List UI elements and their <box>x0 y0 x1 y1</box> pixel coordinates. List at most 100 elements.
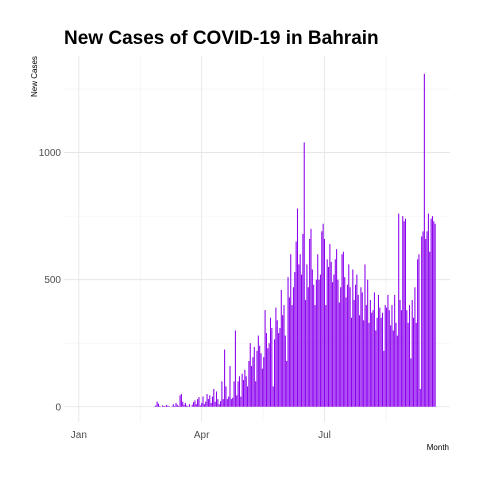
bar <box>217 399 218 407</box>
bar <box>196 404 197 407</box>
bar <box>400 300 401 407</box>
bar <box>171 406 172 407</box>
bar <box>324 239 325 407</box>
bar <box>216 392 217 407</box>
bar <box>424 74 425 407</box>
bar <box>266 333 267 407</box>
bar <box>404 221 405 407</box>
bar <box>261 353 262 406</box>
bar <box>413 318 414 407</box>
bar <box>427 231 428 406</box>
bar <box>231 399 232 407</box>
bar <box>397 336 398 407</box>
bar <box>289 297 290 406</box>
bar <box>258 336 259 407</box>
bar <box>343 252 344 407</box>
bar <box>336 249 337 407</box>
bar <box>418 254 419 407</box>
chart-title: New Cases of COVID-19 in Bahrain <box>64 28 379 49</box>
bar <box>405 219 406 407</box>
bar <box>431 219 432 407</box>
bar <box>395 323 396 407</box>
bar <box>225 386 226 406</box>
bar <box>283 305 284 407</box>
bar <box>165 406 166 407</box>
bar <box>229 366 230 407</box>
bar <box>256 351 257 407</box>
bar <box>382 313 383 407</box>
bar <box>394 295 395 407</box>
bar <box>209 395 210 406</box>
bar <box>232 398 233 407</box>
bar <box>205 402 206 407</box>
bar <box>358 295 359 407</box>
bar <box>393 331 394 407</box>
bar <box>312 270 313 407</box>
bar <box>356 275 357 407</box>
bar <box>263 357 264 407</box>
bar <box>346 297 347 406</box>
bar <box>157 402 158 407</box>
bar <box>309 239 310 407</box>
bar <box>281 290 282 407</box>
bar <box>169 406 170 407</box>
bar <box>251 366 252 407</box>
bar <box>315 305 316 407</box>
y-axis-label: New Cases <box>30 56 39 97</box>
bar <box>270 318 271 407</box>
bar <box>402 216 403 407</box>
bar <box>212 397 213 407</box>
bar <box>246 376 247 407</box>
bar <box>186 405 187 406</box>
bar <box>274 339 275 406</box>
y-tick-label: 1000 <box>39 148 62 159</box>
bar <box>305 300 306 407</box>
y-tick-label: 0 <box>55 402 61 413</box>
bar <box>313 285 314 407</box>
bar <box>360 287 361 406</box>
bar <box>308 287 309 406</box>
bar <box>416 323 417 407</box>
bar <box>368 323 369 407</box>
bar <box>167 406 168 407</box>
bar <box>306 264 307 406</box>
bar <box>298 264 299 406</box>
bar <box>163 406 164 407</box>
bar <box>269 343 270 407</box>
bar <box>383 351 384 407</box>
bar <box>300 254 301 407</box>
bar <box>381 318 382 407</box>
bar <box>386 308 387 407</box>
bar <box>286 361 287 407</box>
bar <box>304 142 305 406</box>
bar <box>271 328 272 407</box>
bar <box>352 270 353 407</box>
bar <box>236 395 237 406</box>
bar <box>198 397 199 407</box>
bar <box>316 280 317 407</box>
bar <box>252 357 253 407</box>
bar <box>325 305 326 407</box>
bar <box>374 292 375 406</box>
bar <box>202 397 203 407</box>
bar <box>247 386 248 406</box>
bar <box>355 285 356 407</box>
bar <box>294 272 295 407</box>
bar <box>211 403 212 407</box>
bar <box>278 333 279 407</box>
bar <box>290 254 291 407</box>
bar <box>406 310 407 407</box>
bar <box>302 234 303 407</box>
bar <box>177 405 178 407</box>
bar <box>277 320 278 406</box>
y-tick-label: 500 <box>44 275 61 286</box>
bar <box>159 406 160 407</box>
bar <box>182 402 183 407</box>
bar <box>333 275 334 407</box>
bar <box>185 403 186 407</box>
bar <box>362 292 363 406</box>
bar <box>354 300 355 407</box>
bar <box>317 254 318 407</box>
bar <box>235 331 236 407</box>
